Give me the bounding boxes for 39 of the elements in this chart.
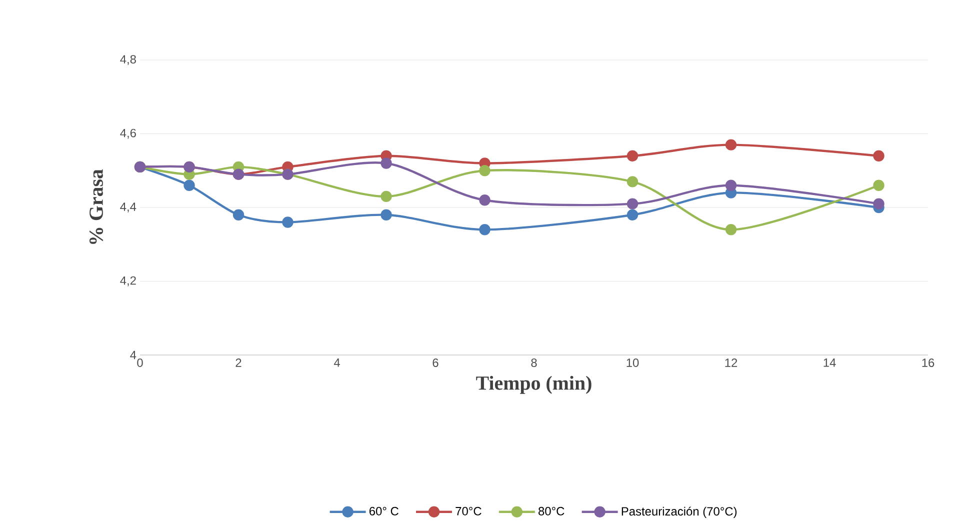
point [873, 180, 884, 191]
y-tick-label: 4,8 [120, 55, 136, 65]
point [725, 224, 737, 236]
point [626, 176, 638, 188]
point [479, 194, 490, 206]
point [626, 150, 638, 162]
y-tick-label: 4,2 [120, 276, 136, 286]
x-tick-label: 14 [824, 358, 836, 367]
y-axis-title: % Grasa [90, 169, 104, 244]
y-tick-label: 4,4 [120, 202, 136, 212]
legend-label: 80°C [538, 506, 564, 516]
point [479, 165, 490, 176]
x-tick-label: 4 [334, 358, 340, 367]
x-tick-label: 10 [626, 358, 639, 367]
y-tick-label: 4,6 [120, 128, 136, 139]
point [626, 198, 638, 210]
x-tick-label: 12 [725, 358, 738, 367]
point [725, 180, 737, 191]
point [626, 209, 638, 220]
legend-label: 60° C [370, 506, 398, 516]
point [282, 216, 294, 228]
x-tick-label: 2 [236, 358, 242, 367]
x-tick-label: 16 [922, 358, 934, 367]
x-tick-label: 8 [531, 358, 537, 367]
point [725, 139, 737, 150]
point [873, 198, 884, 210]
point [380, 158, 392, 169]
legend-label: Pasteurización (70°C) [622, 506, 737, 518]
point [232, 209, 244, 220]
point [479, 224, 490, 236]
point [184, 180, 195, 191]
point [380, 190, 392, 202]
x-axis-title: Tiempo (min) [476, 376, 592, 394]
point [380, 209, 392, 220]
x-tick-label: 6 [432, 358, 438, 367]
y-tick-label: 4 [130, 350, 136, 360]
x-tick-label: 0 [137, 358, 143, 367]
legend-label: 70°C [456, 506, 482, 516]
point [873, 150, 884, 162]
